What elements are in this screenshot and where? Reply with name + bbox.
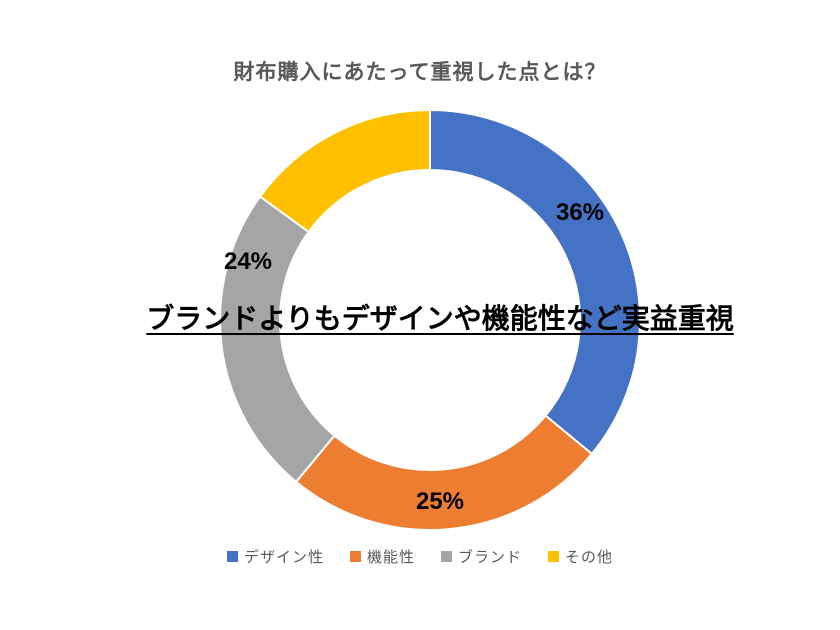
chart-title: 財布購入にあたって重視した点とは？ [233,61,607,84]
legend-item-other: その他 [548,546,613,567]
legend-label-other: その他 [565,549,614,566]
legend-item-brand: ブランド [441,546,522,567]
data-label-design: 36% [555,199,605,226]
legend-label-function: 機能性 [366,549,415,566]
legend: デザイン性 機能性 ブランド その他 [0,546,840,567]
legend-swatch-brand [441,551,452,562]
segment-other [259,109,431,233]
legend-swatch-function [349,551,361,562]
legend-swatch-other [548,551,560,562]
data-label-brand: 24% [223,248,273,275]
legend-label-brand: ブランド [458,549,523,566]
legend-item-design: デザイン性 [226,546,324,567]
center-annotation: ブランドよりもデザインや機能性など実益重視 [146,303,734,334]
data-label-function: 25% [415,488,465,515]
legend-label-design: デザイン性 [243,549,324,566]
legend-swatch-design [226,551,238,562]
segment-brand [219,195,336,483]
segment-design [429,109,641,455]
legend-item-function: 機能性 [349,546,415,567]
